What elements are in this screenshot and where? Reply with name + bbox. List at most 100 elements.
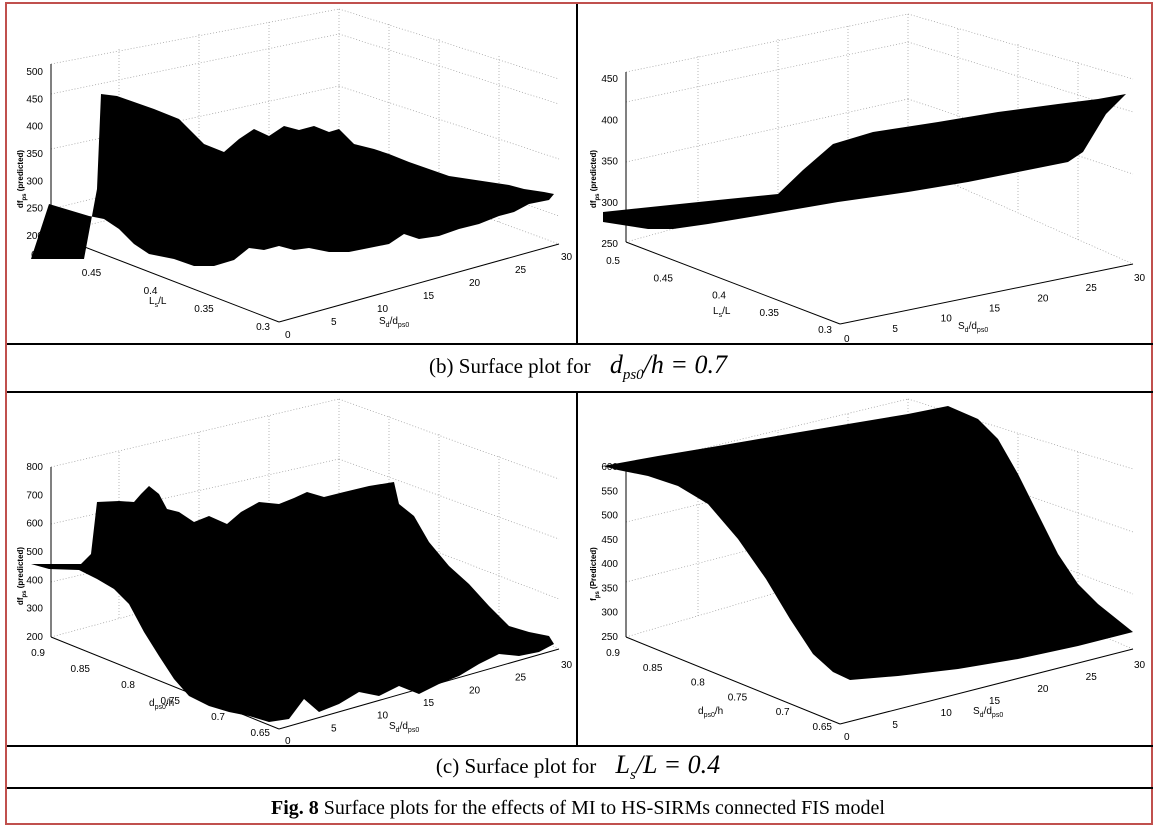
y-tick-label: 0.35 (194, 304, 214, 315)
y-tick-label: 0.3 (818, 325, 832, 336)
y-tick-label: 0.45 (82, 268, 102, 279)
x-tick-label: 5 (892, 324, 898, 335)
z-tick-label: 500 (26, 67, 43, 78)
x-tick-label: 25 (1086, 283, 1098, 294)
x-tick-label: 25 (515, 265, 527, 276)
figure-label: Fig. 8 (271, 797, 319, 819)
y-axis-label: Ls/L (149, 296, 167, 309)
y-tick-label: 0.65 (813, 722, 833, 733)
z-tick-label: 300 (26, 604, 43, 615)
y-tick-label: 0.7 (776, 707, 790, 718)
z-tick-label: 250 (601, 632, 618, 643)
caption-prefix: (c) Surface plot for (435, 754, 597, 778)
x-tick-label: 10 (941, 708, 953, 719)
z-tick-label: 200 (26, 632, 43, 643)
y-tick-label: 0.5 (31, 250, 45, 261)
x-axis-label: Sd/dps0 (958, 321, 988, 334)
x-tick-label: 10 (377, 304, 389, 315)
x-tick-label: 10 (377, 711, 389, 722)
x-tick-label: 30 (1134, 273, 1146, 284)
z-axis-label: dfps (predicted) (16, 150, 28, 208)
x-tick-label: 15 (423, 291, 435, 302)
y-tick-label: 0.9 (31, 648, 45, 659)
x-tick-label: 15 (989, 304, 1001, 315)
z-tick-label: 450 (26, 94, 43, 105)
y-axis-label: Ls/L (713, 306, 731, 319)
z-tick-label: 550 (601, 486, 618, 497)
z-tick-label: 600 (601, 462, 618, 473)
y-axis-label: dps0/h (698, 706, 723, 719)
z-tick-label: 250 (601, 239, 618, 250)
x-tick-label: 0 (285, 330, 291, 341)
caption-math: Ls/L = 0.4 (615, 750, 721, 784)
x-tick-label: 25 (1086, 672, 1098, 683)
x-tick-label: 5 (331, 723, 337, 734)
row-caption-c: (c) Surface plot for Ls/L = 0.4 (8, 750, 1148, 784)
x-tick-label: 5 (892, 720, 898, 731)
z-tick-label: 400 (26, 122, 43, 133)
row-caption-b: (b) Surface plot for dps0/h = 0.7 (8, 350, 1148, 384)
surface-plot-c-left: 800 700 600 500 400 300 200 0.9 0.85 0.8 0.75 0.7 0.… (9, 394, 575, 744)
z-tick-label: 500 (26, 547, 43, 558)
x-tick-label: 15 (423, 698, 435, 709)
z-tick-label: 300 (601, 198, 618, 209)
y-tick-label: 0.85 (643, 663, 663, 674)
z-tick-label: 400 (601, 115, 618, 126)
y-tick-label: 0.35 (760, 308, 780, 319)
y-tick-label: 0.85 (71, 664, 91, 675)
z-tick-label: 200 (26, 231, 43, 242)
x-tick-label: 0 (844, 334, 850, 342)
z-tick-label: 350 (601, 583, 618, 594)
x-axis-label: Sd/dps0 (379, 316, 409, 329)
divider (7, 391, 1153, 393)
z-tick-label: 450 (601, 535, 618, 546)
z-tick-label: 400 (26, 575, 43, 586)
divider (576, 4, 578, 343)
x-tick-label: 20 (1037, 293, 1049, 304)
z-tick-label: 350 (26, 149, 43, 160)
x-tick-label: 0 (844, 732, 850, 743)
y-tick-label: 0.65 (251, 728, 271, 739)
z-tick-label: 600 (26, 519, 43, 530)
y-tick-label: 0.3 (256, 322, 270, 333)
x-tick-label: 5 (331, 317, 337, 328)
x-tick-label: 30 (561, 660, 573, 671)
z-tick-label: 300 (601, 608, 618, 619)
x-tick-label: 20 (1037, 684, 1049, 695)
z-tick-label: 700 (26, 490, 43, 501)
x-tick-label: 20 (469, 278, 481, 289)
figure-caption-text: Surface plots for the effects of MI to H… (318, 797, 885, 819)
y-tick-label: 0.8 (121, 680, 135, 691)
x-tick-label: 0 (285, 736, 291, 744)
z-tick-label: 450 (601, 74, 618, 85)
surface-plot-b-left: 500 450 400 350 300 250 200 0.5 0.45 0.4 0.35 0.3 0 5… (9, 4, 575, 342)
divider (7, 343, 1153, 345)
divider (576, 393, 578, 745)
z-axis-label: dfps (predicted) (589, 150, 601, 208)
x-axis-label: Sd/dps0 (973, 706, 1003, 719)
divider (7, 745, 1153, 747)
z-tick-label: 800 (26, 462, 43, 473)
caption-math: dps0/h = 0.7 (609, 350, 727, 384)
x-axis-label: Sd/dps0 (389, 721, 419, 734)
y-tick-label: 0.9 (606, 648, 620, 659)
y-tick-label: 0.75 (161, 696, 181, 707)
x-tick-label: 10 (941, 314, 953, 325)
x-tick-label: 25 (515, 673, 527, 684)
y-tick-label: 0.8 (691, 678, 705, 689)
figure-caption: Fig. 8 Surface plots for the effects of … (8, 797, 1148, 820)
surface-plot-b-right: 450 400 350 300 250 0.5 0.45 0.4 0.35 0.3 0 5 10 15 20… (578, 4, 1152, 342)
y-tick-label: 0.5 (606, 256, 620, 267)
caption-prefix: (b) Surface plot for (429, 354, 591, 378)
z-tick-label: 400 (601, 559, 618, 570)
y-tick-label: 0.4 (712, 291, 726, 302)
x-tick-label: 15 (989, 696, 1001, 707)
z-tick-label: 250 (26, 204, 43, 215)
y-tick-label: 0.4 (144, 286, 158, 297)
z-tick-label: 500 (601, 511, 618, 522)
y-tick-label: 0.75 (728, 692, 748, 703)
y-axis-label: dps0/h (149, 698, 174, 711)
x-tick-label: 30 (1134, 660, 1146, 671)
divider (7, 787, 1153, 789)
z-axis-label: dfps (predicted) (16, 547, 28, 605)
